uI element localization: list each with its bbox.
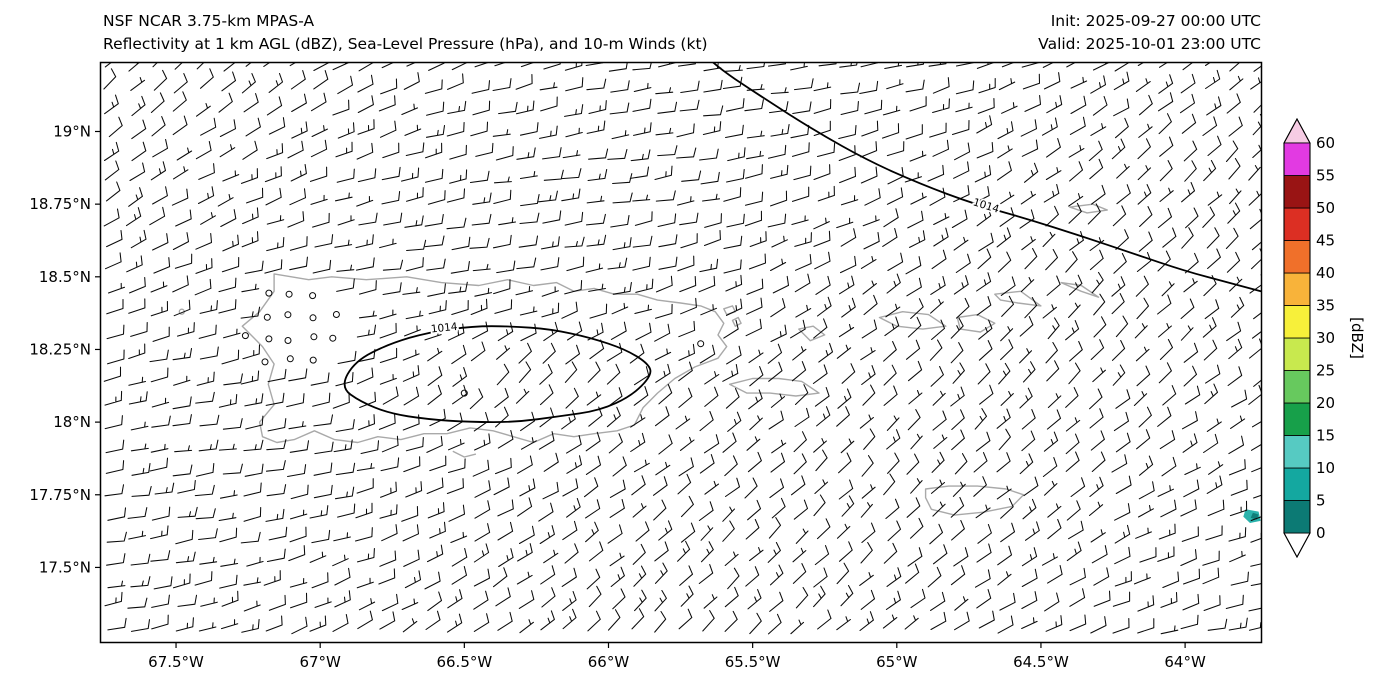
coastline-virgin-gorda <box>1060 281 1100 298</box>
calm-wind-marker <box>284 337 292 344</box>
coastlines-layer <box>178 203 1108 516</box>
colorbar-segment <box>1283 175 1311 209</box>
colorbar-segment <box>1283 370 1311 404</box>
coastline-puerto-rico <box>241 273 728 444</box>
calm-wind-marker <box>460 389 468 397</box>
y-tick-label: 18.75°N <box>29 195 91 213</box>
coastline-caja-de-muertos <box>452 450 477 458</box>
model-title: NSF NCAR 3.75-km MPAS-A <box>103 12 315 30</box>
colorbar-under-arrow <box>1283 532 1311 558</box>
colorbar-segment <box>1283 305 1311 339</box>
coastline-palominos <box>731 316 742 327</box>
calm-wind-marker <box>241 332 249 340</box>
coastline-anegada <box>1069 203 1108 214</box>
x-tick-label: 66°W <box>588 653 630 671</box>
coastline-st-john <box>956 313 996 333</box>
colorbar-segment <box>1283 500 1311 534</box>
wind-barbs-layer <box>103 62 1262 635</box>
calm-wind-marker <box>310 333 318 341</box>
colorbar-tick-label: 0 <box>1316 524 1326 542</box>
calm-wind-marker <box>697 340 705 348</box>
colorbar-tick-label: 25 <box>1316 362 1335 380</box>
colorbar-segment <box>1283 272 1311 306</box>
reflectivity-layer <box>1243 509 1261 523</box>
x-tick-label: 65°W <box>876 653 918 671</box>
coastline-tortola <box>994 290 1042 307</box>
x-tick-label: 67°W <box>299 653 341 671</box>
colorbar-segment <box>1283 402 1311 436</box>
colorbar-tick-label: 45 <box>1316 232 1335 250</box>
colorbar-tick-label: 30 <box>1316 329 1335 347</box>
coastline-st-thomas <box>878 311 947 330</box>
contour-label: 1014 <box>971 196 1000 215</box>
calm-wind-marker <box>309 314 317 322</box>
y-tick-label: 18.25°N <box>29 340 91 358</box>
colorbar-tick-label: 55 <box>1316 167 1335 185</box>
colorbar-segment <box>1283 337 1311 371</box>
colorbar: 0 5 10 15 20 25 30 35 40 45 50 55 60 <box>1283 117 1335 559</box>
slp-contour-1014 <box>711 62 1262 293</box>
colorbar-segment <box>1283 207 1311 241</box>
init-time: Init: 2025-09-27 00:00 UTC <box>1051 12 1261 30</box>
x-tick-label: 66.5°W <box>436 653 492 671</box>
colorbar-tick-label: 10 <box>1316 459 1335 477</box>
colorbar-over-arrow <box>1283 118 1311 144</box>
x-tick-label: 65.5°W <box>725 653 781 671</box>
x-axis: 67.5°W 67°W 66.5°W 66°W 65.5°W 65°W 64.5°W 64°W <box>148 642 1206 671</box>
calm-wind-marker <box>332 311 340 318</box>
calm-wind-marker <box>265 289 273 297</box>
colorbar-segment <box>1283 240 1311 274</box>
calm-wind-marker <box>261 358 269 366</box>
coastline-culebra <box>798 325 826 342</box>
fields-title: Reflectivity at 1 km AGL (dBZ), Sea-Leve… <box>103 35 708 53</box>
map-frame <box>99 61 1263 644</box>
coastline-st-croix <box>924 485 1025 516</box>
colorbar-tick-label: 60 <box>1316 134 1335 152</box>
calm-wind-marker <box>329 334 337 342</box>
colorbar-segment <box>1283 142 1311 176</box>
y-axis: 19°N 18.75°N 18.5°N 18.25°N 18°N 17.75°N 17.5°… <box>29 122 101 576</box>
colorbar-tick-label: 35 <box>1316 297 1335 315</box>
contour-label: 1014 <box>430 321 458 336</box>
y-tick-label: 19°N <box>53 122 91 140</box>
colorbar-outline <box>1283 117 1311 559</box>
colorbar-segment <box>1283 467 1311 501</box>
calm-wind-marker <box>263 313 271 321</box>
x-tick-label: 64.5°W <box>1013 653 1069 671</box>
colorbar-tick-label: 5 <box>1316 492 1326 510</box>
calm-wind-marker <box>285 290 293 298</box>
y-tick-label: 17.75°N <box>29 486 91 504</box>
calm-wind-marker <box>286 355 294 363</box>
wind-barbs <box>103 62 1262 635</box>
y-tick-label: 18.5°N <box>39 268 91 286</box>
colorbar-unit-label: [dBZ] <box>1348 317 1366 359</box>
y-tick-label: 17.5°N <box>39 558 91 576</box>
slp-contours-layer <box>343 62 1262 423</box>
calm-wind-marker <box>309 356 317 364</box>
valid-time: Valid: 2025-10-01 23:00 UTC <box>1038 35 1261 53</box>
coastline-icacos-cays <box>723 305 736 316</box>
colorbar-tick-label: 20 <box>1316 394 1335 412</box>
coastline-vieques <box>728 377 820 397</box>
x-tick-label: 64°W <box>1164 653 1206 671</box>
calm-markers-layer <box>241 289 705 397</box>
calm-wind-marker <box>265 335 273 343</box>
calm-wind-marker <box>284 311 292 319</box>
colorbar-segment <box>1283 435 1311 469</box>
slp-contour-1014 <box>343 325 652 423</box>
colorbar-tick-label: 50 <box>1316 199 1335 217</box>
colorbar-tick-label: 40 <box>1316 264 1335 282</box>
y-tick-label: 18°N <box>53 413 91 431</box>
colorbar-tick-label: 15 <box>1316 427 1335 445</box>
x-tick-label: 67.5°W <box>148 653 204 671</box>
calm-wind-marker <box>309 292 317 300</box>
